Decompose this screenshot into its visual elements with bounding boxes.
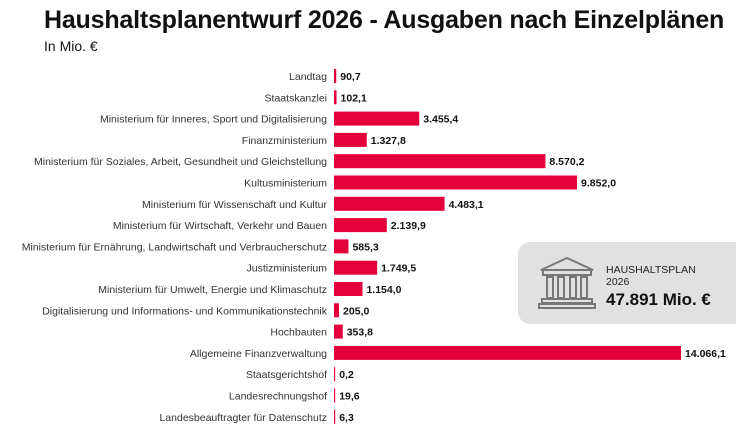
- category-label: Landesbeauftragter für Datenschutz: [159, 412, 327, 424]
- value-label: 585,3: [352, 241, 378, 253]
- value-label: 6,3: [339, 412, 354, 424]
- value-label: 8.570,2: [549, 156, 584, 168]
- category-label: Justizministerium: [246, 263, 327, 275]
- bar: [334, 409, 336, 424]
- value-label: 1.327,8: [371, 135, 406, 147]
- category-label: Allgemeine Finanzverwaltung: [190, 348, 327, 360]
- category-label: Ministerium für Ernährung, Landwirtschaf…: [22, 241, 327, 253]
- value-label: 102,1: [341, 92, 367, 104]
- category-label: Ministerium für Inneres, Sport und Digit…: [100, 114, 327, 126]
- value-label: 0,2: [339, 369, 354, 381]
- bar: [334, 154, 546, 169]
- value-label: 4.483,1: [449, 199, 484, 211]
- total-budget-value: 47.891 Mio. €: [606, 290, 711, 309]
- bar: [334, 367, 336, 382]
- bar: [334, 282, 363, 296]
- value-label: 205,0: [343, 305, 369, 317]
- value-label: 19,6: [339, 391, 360, 403]
- value-label: 9.852,0: [581, 178, 616, 190]
- bank-building-icon: [538, 256, 596, 309]
- bar: [334, 218, 387, 233]
- bar: [334, 388, 336, 403]
- category-label: Staatskanzlei: [265, 92, 327, 104]
- value-label: 14.066,1: [685, 348, 726, 360]
- bar: [334, 69, 337, 83]
- chart-subtitle: In Mio. €: [44, 38, 98, 54]
- category-label: Landtag: [289, 71, 327, 83]
- bar: [334, 111, 420, 126]
- category-label: Finanzministerium: [242, 135, 327, 147]
- bar: [334, 260, 378, 275]
- value-label: 353,8: [347, 327, 373, 339]
- bar: [334, 239, 349, 254]
- category-label: Kultusministerium: [244, 178, 327, 190]
- bar: [334, 132, 367, 147]
- total-budget-label: HAUSHALTSPLAN 2026: [606, 264, 696, 288]
- category-label: Ministerium für Soziales, Arbeit, Gesund…: [34, 156, 327, 168]
- bar: [334, 303, 340, 318]
- value-label: 3.455,4: [423, 114, 458, 126]
- category-label: Landesrechnungshof: [229, 391, 327, 403]
- total-budget-card: HAUSHALTSPLAN 2026 47.891 Mio. €: [518, 242, 736, 324]
- value-label: 1.154,0: [366, 284, 401, 296]
- value-label: 2.139,9: [391, 220, 426, 232]
- bar: [334, 90, 337, 105]
- bar: [334, 324, 343, 339]
- value-label: 1.749,5: [381, 263, 416, 275]
- bar: [334, 175, 578, 190]
- category-label: Digitalisierung und Informations- und Ko…: [42, 305, 328, 317]
- category-label: Staatsgerichtshof: [246, 369, 327, 381]
- category-label: Ministerium für Wissenschaft und Kultur: [142, 199, 327, 211]
- bar: [334, 345, 681, 360]
- chart-title: Haushaltsplanentwurf 2026 - Ausgaben nac…: [44, 6, 725, 34]
- category-label: Ministerium für Wirtschaft, Verkehr und …: [113, 220, 327, 232]
- category-label: Hochbauten: [270, 327, 327, 339]
- category-label: Ministerium für Umwelt, Energie und Klim…: [98, 284, 327, 296]
- bar: [334, 196, 445, 211]
- value-label: 90,7: [340, 71, 361, 83]
